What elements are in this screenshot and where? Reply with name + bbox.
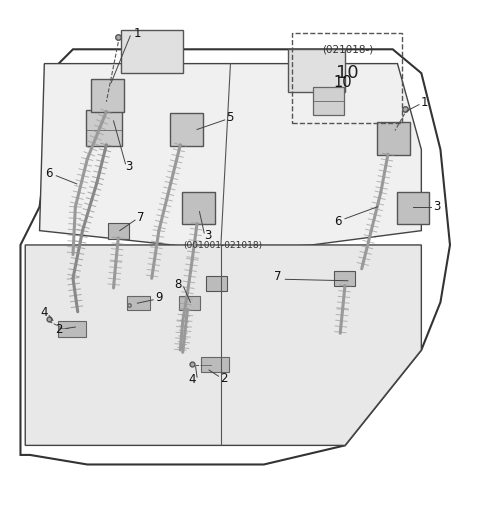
Text: 4: 4 bbox=[189, 373, 196, 386]
Text: 9: 9 bbox=[155, 291, 163, 304]
Polygon shape bbox=[39, 64, 421, 250]
Text: 7: 7 bbox=[137, 211, 144, 224]
FancyBboxPatch shape bbox=[205, 276, 227, 291]
Text: 2: 2 bbox=[220, 372, 228, 385]
FancyBboxPatch shape bbox=[170, 113, 203, 146]
Text: 3: 3 bbox=[204, 229, 211, 242]
Text: 5: 5 bbox=[226, 111, 233, 124]
Text: 7: 7 bbox=[275, 270, 282, 284]
Polygon shape bbox=[25, 245, 421, 445]
FancyBboxPatch shape bbox=[91, 79, 124, 112]
FancyBboxPatch shape bbox=[127, 297, 150, 310]
FancyBboxPatch shape bbox=[180, 297, 200, 310]
Text: 10: 10 bbox=[336, 64, 359, 82]
Text: (021018-): (021018-) bbox=[322, 44, 373, 54]
Text: 1: 1 bbox=[420, 96, 428, 109]
Text: 3: 3 bbox=[126, 160, 133, 173]
Text: 8: 8 bbox=[174, 277, 181, 291]
Polygon shape bbox=[120, 30, 183, 73]
FancyBboxPatch shape bbox=[108, 222, 129, 239]
Polygon shape bbox=[288, 49, 345, 92]
FancyBboxPatch shape bbox=[396, 191, 430, 224]
FancyBboxPatch shape bbox=[335, 271, 356, 287]
FancyBboxPatch shape bbox=[201, 357, 229, 373]
Text: 6: 6 bbox=[46, 167, 53, 180]
FancyBboxPatch shape bbox=[58, 321, 86, 336]
Text: 2: 2 bbox=[55, 323, 62, 336]
Text: 3: 3 bbox=[433, 200, 440, 213]
Text: (001001-021018): (001001-021018) bbox=[184, 241, 263, 250]
FancyBboxPatch shape bbox=[377, 122, 410, 155]
FancyBboxPatch shape bbox=[182, 191, 215, 224]
FancyBboxPatch shape bbox=[86, 110, 121, 146]
Text: 4: 4 bbox=[41, 306, 48, 319]
FancyBboxPatch shape bbox=[313, 87, 344, 115]
Text: 10: 10 bbox=[333, 75, 352, 90]
Text: 1: 1 bbox=[133, 26, 141, 40]
Text: 6: 6 bbox=[335, 215, 342, 228]
